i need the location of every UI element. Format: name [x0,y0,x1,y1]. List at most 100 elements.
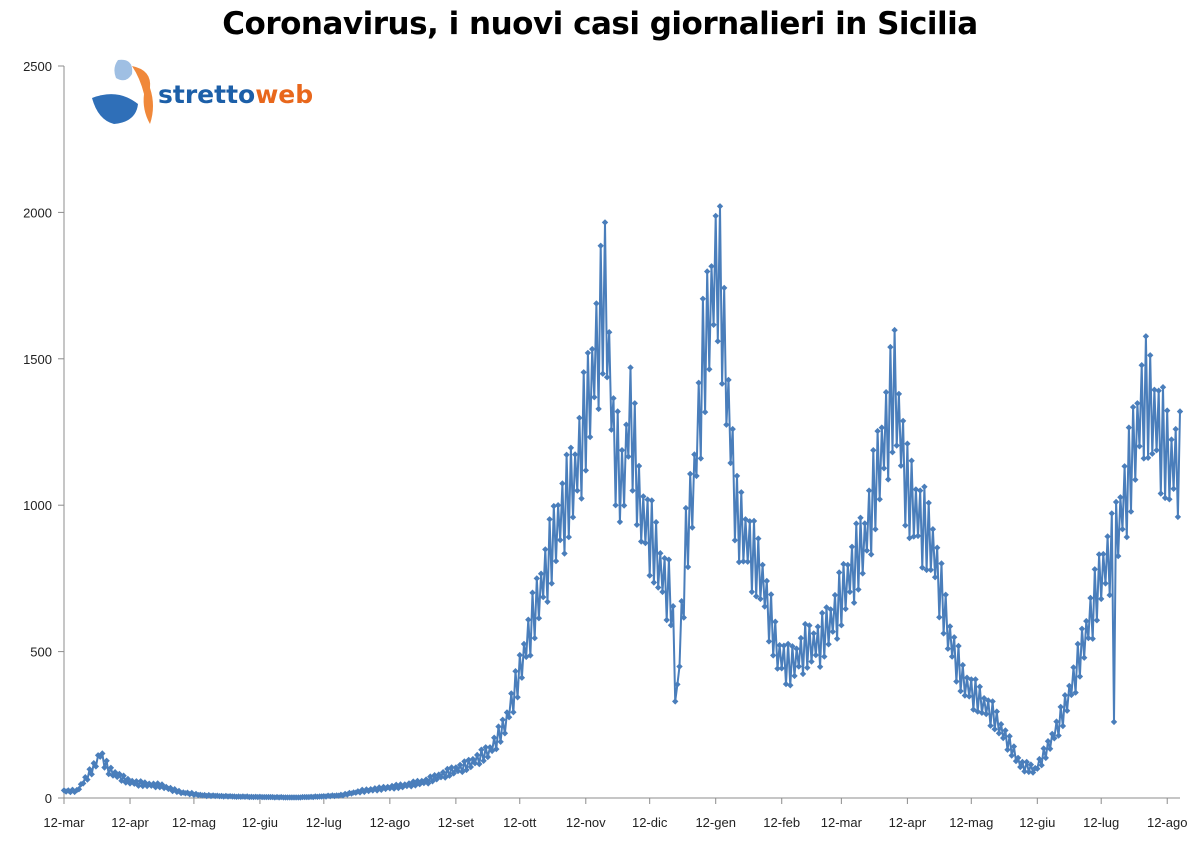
data-point [655,584,662,591]
data-point [478,746,485,753]
data-point [850,599,858,606]
data-point [797,634,805,642]
data-point [863,547,871,554]
data-point [955,642,962,650]
data-point [422,776,430,783]
data-point [75,786,83,793]
data-point [748,588,756,596]
data-point [972,676,979,683]
data-point [118,777,125,784]
data-point [518,674,526,681]
data-point [192,790,200,798]
data-point [727,459,734,467]
data-point [1144,454,1152,461]
data-point [753,593,760,600]
data-point [1017,763,1024,771]
data-point [855,586,862,593]
data-point [1159,384,1167,391]
data-point [931,574,939,581]
data-point [446,772,453,779]
data-point [938,560,945,567]
data-point [597,242,604,249]
data-point [789,643,796,650]
data-point [874,427,881,435]
data-point [540,593,547,601]
data-point [642,539,649,547]
data-point [482,744,489,751]
data-point [669,603,677,610]
data-point [601,219,609,226]
data-point [569,514,577,521]
data-point [137,778,144,785]
data-point [126,780,134,787]
data-point [1036,755,1043,763]
data-point [934,544,941,551]
data-point [825,641,832,648]
data-point [733,472,741,480]
data-point [1068,691,1075,699]
data-point [861,520,868,527]
x-tick-label: 12-ott [503,815,537,830]
data-point [86,766,93,773]
data-point [1059,722,1067,730]
data-point [772,618,779,625]
data-point [868,551,875,558]
x-tick-label: 12-dic [632,815,668,830]
data-point [71,788,78,796]
data-point [693,472,700,480]
data-point [437,774,445,781]
data-point [1083,617,1090,625]
data-point [520,640,528,648]
data-point [780,642,788,649]
data-point [1129,403,1137,411]
data-point [816,663,824,670]
data-point [544,598,551,605]
data-point [1029,769,1037,776]
data-point [942,591,949,598]
data-point [1166,496,1173,503]
data-point [101,764,108,771]
x-tick-label: 12-feb [763,815,800,830]
data-point [531,634,538,642]
data-point [925,499,932,507]
data-point [133,778,140,785]
data-point [989,698,996,705]
data-point [1087,594,1094,602]
data-point [966,693,973,700]
x-tick-label: 12-lug [1083,815,1119,830]
data-point [1023,758,1030,766]
data-point [983,710,990,718]
x-axis-ticks: 12-mar 12-apr 12-mag 12-giu 12-lug 12-ago 12-s… [43,798,1187,830]
data-point [514,694,521,701]
data-point [1151,386,1158,393]
data-point [904,440,911,447]
data-point [559,480,566,487]
data-point [799,670,807,678]
data-point [1140,455,1147,462]
data-point [959,661,966,669]
data-point [735,558,743,566]
data-point [1104,533,1111,540]
logo-swoosh-blue-icon [92,94,138,124]
data-point [629,487,636,494]
data-point [1142,333,1150,340]
data-point [974,708,981,715]
data-point [889,449,896,456]
data-point [1053,718,1060,725]
data-point [627,364,634,371]
data-point [1063,707,1071,714]
data-point [527,652,534,659]
data-point [995,730,1003,737]
data-point [951,634,958,641]
data-point [640,493,647,500]
data-point [744,558,751,565]
data-point [699,295,707,302]
data-point [152,784,159,791]
data-point [1115,552,1122,560]
data-point [882,389,890,396]
data-point [648,497,655,504]
data-point [985,697,992,704]
data-point [1112,498,1120,506]
data-point [369,787,376,794]
data-point [876,496,883,503]
